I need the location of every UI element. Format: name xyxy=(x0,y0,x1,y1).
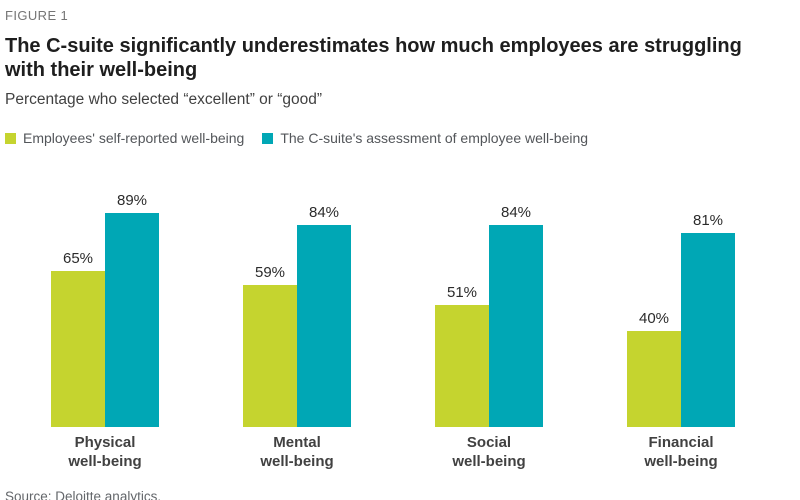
bar-value-label: 81% xyxy=(692,212,724,229)
bar-csuite xyxy=(105,213,159,427)
bar-employees xyxy=(51,271,105,427)
category-label: Mental well-being xyxy=(260,434,334,470)
bar-value-label: 51% xyxy=(446,284,478,301)
legend-item: Employees' self-reported well-being xyxy=(5,130,244,146)
square-swatch-icon xyxy=(5,132,16,144)
bar-group: 40% 81% Financial well-being xyxy=(627,165,735,472)
bar-group: 51% 84% Social well-being xyxy=(435,165,543,472)
legend-item-label: The C-suite's assessment of employee wel… xyxy=(280,130,589,146)
bar-value-label: 59% xyxy=(254,264,286,281)
bar-value-label: 89% xyxy=(116,192,148,209)
bar-employees xyxy=(627,331,681,427)
bar-column: 84% xyxy=(297,205,351,427)
bar-employees xyxy=(435,305,489,427)
bar-column: 59% xyxy=(243,265,297,427)
page-title: The C-suite significantly underestimates… xyxy=(5,35,742,81)
legend-item: The C-suite's assessment of employee wel… xyxy=(262,130,588,146)
bar-pair: 65% 89% xyxy=(51,165,159,427)
bar-csuite xyxy=(297,225,351,427)
bar-column: 51% xyxy=(435,285,489,427)
figure-label: FIGURE 1 xyxy=(5,8,69,23)
bar-value-label: 84% xyxy=(308,204,340,221)
bar-column: 81% xyxy=(681,213,735,427)
bar-column: 40% xyxy=(627,311,681,427)
bar-pair: 51% 84% xyxy=(435,165,543,427)
bar-pair: 59% 84% xyxy=(243,165,351,427)
bar-column: 65% xyxy=(51,251,105,427)
source-note: Source: Deloitte analytics. xyxy=(5,488,162,500)
bar-group: 59% 84% Mental well-being xyxy=(243,165,351,472)
bar-csuite xyxy=(681,233,735,427)
category-label: Physical well-being xyxy=(68,434,142,470)
bar-chart: 65% 89% Physical well-being 59% 84% Mental we… xyxy=(5,165,795,472)
bar-column: 89% xyxy=(105,193,159,427)
category-label: Financial well-being xyxy=(644,434,718,470)
bar-value-label: 65% xyxy=(62,250,94,267)
bar-pair: 40% 81% xyxy=(627,165,735,427)
category-label: Social well-being xyxy=(452,434,526,470)
bar-employees xyxy=(243,285,297,427)
bar-group: 65% 89% Physical well-being xyxy=(51,165,159,472)
bar-column: 84% xyxy=(489,205,543,427)
bar-value-label: 84% xyxy=(500,204,532,221)
legend-item-label: Employees' self-reported well-being xyxy=(23,130,245,146)
bar-value-label: 40% xyxy=(638,310,670,327)
bar-csuite xyxy=(489,225,543,427)
square-swatch-icon xyxy=(262,132,274,144)
chart-legend: Employees' self-reported well-being The C… xyxy=(5,130,795,146)
chart-subtitle: Percentage who selected “excellent” or “… xyxy=(5,91,323,108)
